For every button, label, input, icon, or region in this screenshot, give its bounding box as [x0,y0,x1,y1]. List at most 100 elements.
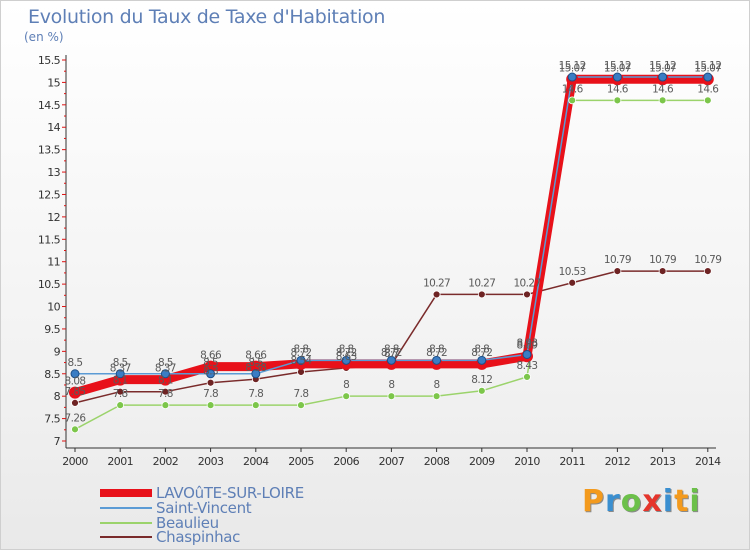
data-point [251,369,261,379]
y-tick-label: 7.5 [44,413,60,426]
data-label: 8.38 [245,362,266,374]
data-point [161,401,170,410]
data-label: 8.8 [294,343,309,355]
legend-label: Beaulieu [156,514,219,532]
data-label: 10.53 [559,266,586,278]
data-label: 10.79 [604,254,631,266]
y-tick-label: 14.5 [38,99,61,112]
data-point [477,386,486,395]
y-tick-label: 12 [47,211,60,224]
data-point [523,290,531,299]
legend-swatch [100,536,152,538]
x-tick-label: 2000 [62,455,88,468]
y-tick-label: 8.5 [44,368,60,381]
x-tick-label: 2007 [379,455,405,468]
legend-swatch [100,522,152,524]
data-label: 10.79 [694,254,721,266]
y-tick-label: 9.5 [44,323,60,336]
data-label: 15.12 [604,60,631,72]
data-label: 14.6 [607,83,629,95]
data-point [523,373,531,381]
data-label: 8.43 [517,360,538,372]
data-label: 8.72 [381,347,402,359]
data-label: 10.79 [649,254,676,266]
data-label: 15.07 [559,62,586,74]
data-point [658,72,668,82]
x-tick-label: 2005 [288,455,314,468]
x-tick-label: 2008 [424,455,450,468]
data-label: 8.93 [517,337,538,349]
x-tick-label: 2010 [514,455,540,468]
data-label: 8.1 [158,375,173,387]
data-label: 15.12 [649,60,676,72]
y-tick-label: 10.5 [38,278,61,291]
x-tick-label: 2002 [153,455,179,468]
data-label: 8.63 [336,351,357,363]
data-label: 10.27 [468,277,495,289]
x-tick-label: 2006 [333,455,359,468]
data-point [160,369,170,379]
data-point [387,392,396,401]
data-label: 15.12 [559,60,586,72]
data-label: 8.72 [426,347,447,359]
data-point [658,96,667,105]
series-line-1 [75,76,708,375]
legend-swatch [100,507,152,509]
data-label: 8.8 [474,343,489,355]
data-point [69,386,81,399]
data-label: 8.72 [291,347,312,359]
y-tick-label: 11.5 [38,233,61,246]
data-label: 8.8 [339,343,354,355]
data-point [658,267,667,276]
y-tick-label: 8 [54,390,61,403]
y-tick-label: 11 [47,256,60,269]
data-label: 7.85 [65,386,86,398]
unit-label: (en %) [24,30,64,44]
data-label: 7.8 [248,388,263,400]
x-tick-label: 2011 [559,455,585,468]
data-label: 10.27 [513,277,540,289]
data-label: 8.37 [110,363,131,375]
x-tick-label: 2004 [243,455,269,468]
y-tick-label: 15 [47,76,60,89]
data-point [206,401,215,410]
data-label: 8 [388,379,394,391]
data-label: 10.27 [423,277,450,289]
data-label: 8.08 [65,376,86,388]
data-point [116,387,125,396]
data-label: 8.12 [471,374,492,386]
data-point [477,290,486,299]
data-label: 8.5 [113,357,128,369]
data-label: 14.6 [697,83,719,95]
data-label: 15.07 [649,62,676,74]
data-point [703,267,712,276]
data-point [204,360,217,373]
data-label: 8.7 [384,348,399,360]
data-label: 7.26 [65,412,87,424]
data-point [703,72,713,82]
data-label: 8.5 [68,357,83,369]
data-point [115,369,125,379]
data-label: 8.3 [203,366,218,378]
x-tick-label: 2003 [198,455,224,468]
data-point [206,378,215,387]
x-tick-label: 2013 [650,455,676,468]
data-point [386,355,396,365]
y-tick-label: 12.5 [38,188,61,201]
data-point [522,349,532,359]
data-point [432,392,441,401]
data-label: 8.66 [245,350,267,362]
data-label: 8.37 [155,363,176,375]
data-point [297,401,305,410]
data-point [206,369,216,379]
data-label: 15.07 [604,62,631,74]
data-point [71,425,79,434]
data-point [341,355,351,365]
data-label: 14.6 [652,83,674,95]
y-tick-label: 9 [54,345,61,358]
data-label: 8.5 [248,357,263,369]
data-point [161,387,170,396]
data-point [249,360,262,373]
data-label: 8.5 [158,357,173,369]
chart-title: Evolution du Taux de Taxe d'Habitation [28,6,386,28]
